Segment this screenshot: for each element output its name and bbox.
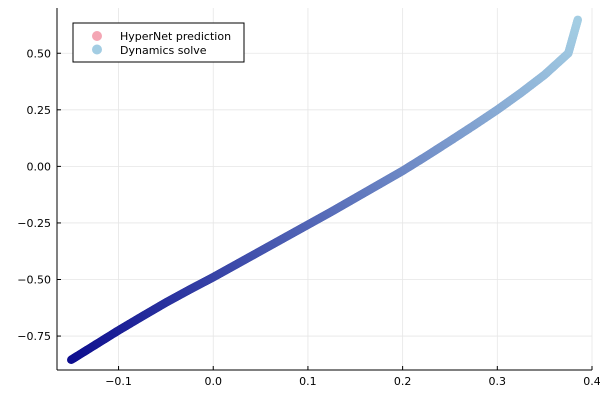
x-tick-label: 0.3: [489, 375, 507, 388]
y-tick-label: −0.50: [17, 274, 51, 287]
legend-label-dynamics: Dynamics solve: [120, 44, 207, 57]
legend: HyperNet prediction Dynamics solve: [72, 22, 245, 63]
x-tick-label: 0.0: [204, 375, 222, 388]
axes: [56, 8, 592, 371]
y-tick-label: −0.25: [17, 217, 51, 230]
series-1: [67, 15, 582, 365]
x-tick-label: −0.1: [105, 375, 132, 388]
y-tick-label: 0.25: [27, 104, 52, 117]
y-ticks: −0.75 −0.50 −0.25 0.00 0.25 0.50: [17, 47, 61, 343]
y-tick-label: 0.50: [27, 47, 52, 60]
legend-marker-dynamics: [92, 44, 102, 55]
legend-marker-hypernet: [92, 31, 102, 41]
legend-label-hypernet: HyperNet prediction: [120, 30, 231, 43]
scatter-point: [573, 15, 582, 24]
y-tick-label: −0.75: [17, 330, 51, 343]
x-tick-label: 0.4: [583, 375, 600, 388]
x-tick-label: 0.1: [299, 375, 317, 388]
plot-area: [67, 15, 582, 365]
y-tick-label: 0.00: [27, 160, 52, 173]
x-tick-label: 0.2: [394, 375, 412, 388]
x-ticks: −0.1 0.0 0.1 0.2 0.3 0.4: [105, 366, 600, 388]
legend-box: [72, 22, 245, 63]
